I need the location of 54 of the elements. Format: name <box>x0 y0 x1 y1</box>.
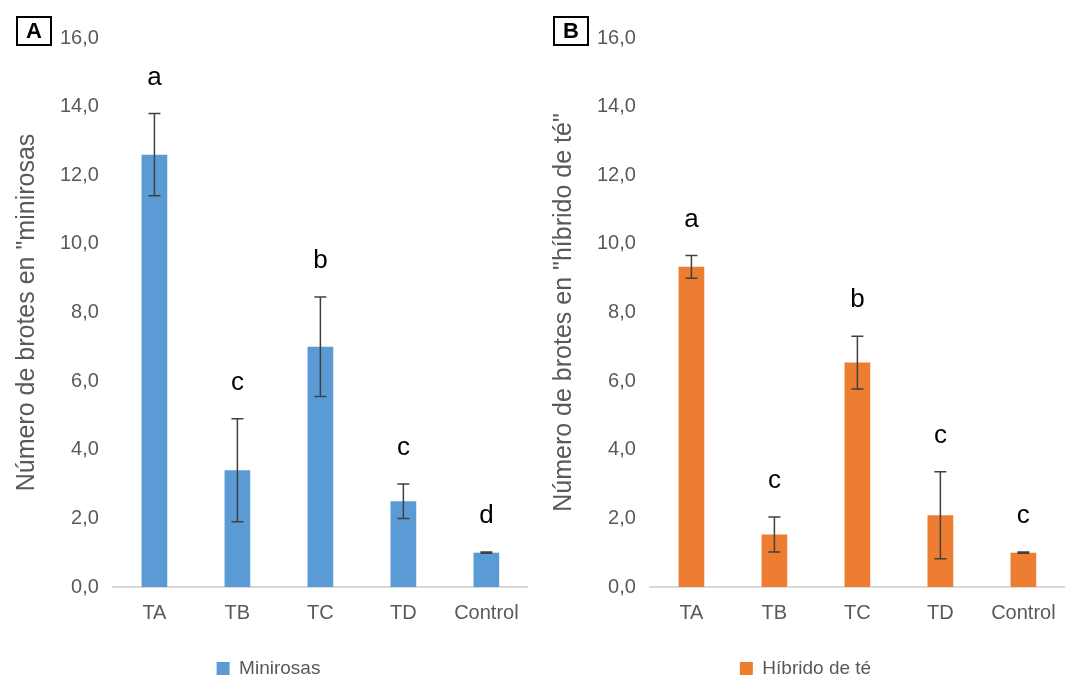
x-tick-label: TD <box>927 600 954 623</box>
y-axis-title: Número de brotes en "híbrido de té" <box>547 113 576 512</box>
chart-title: A <box>16 16 52 46</box>
y-tick-label: 2,0 <box>71 505 99 528</box>
x-tick-label: TC <box>307 600 334 623</box>
annotation: c <box>933 418 947 449</box>
x-tick-label: Control <box>991 600 1056 623</box>
x-tick-label: TA <box>679 600 705 623</box>
annotation: c <box>1016 499 1030 530</box>
x-tick-label: TC <box>844 600 871 623</box>
bar <box>307 346 334 587</box>
y-tick-label: 8,0 <box>608 300 636 323</box>
y-tick-label: 0,0 <box>71 574 99 597</box>
annotation: d <box>479 499 494 530</box>
annotation: a <box>147 60 163 91</box>
bar <box>1010 552 1037 587</box>
y-tick-label: 14,0 <box>59 94 99 117</box>
bar <box>224 470 251 587</box>
legend-label: Minirosas <box>239 656 321 678</box>
y-tick-label: 8,0 <box>71 300 99 323</box>
y-tick-label: 10,0 <box>596 231 636 254</box>
x-tick-label: TB <box>224 600 251 623</box>
bar <box>390 501 417 587</box>
x-tick-label: TA <box>142 600 168 623</box>
annotation: c <box>230 366 244 397</box>
y-tick-label: 2,0 <box>608 505 636 528</box>
y-tick-label: 16,0 <box>59 25 99 48</box>
y-tick-label: 4,0 <box>608 437 636 460</box>
y-tick-label: 12,0 <box>59 162 99 185</box>
annotation: a <box>684 202 700 233</box>
x-tick-label: TD <box>390 600 417 623</box>
bar <box>844 362 871 587</box>
x-tick-label: Control <box>454 600 519 623</box>
y-tick-label: 6,0 <box>71 368 99 391</box>
annotation: c <box>396 431 410 462</box>
y-tick-label: 6,0 <box>608 368 636 391</box>
bar <box>473 552 500 587</box>
bar <box>927 515 954 587</box>
bar <box>761 534 788 587</box>
x-tick-label: TB <box>761 600 788 623</box>
y-tick-label: 14,0 <box>596 94 636 117</box>
annotation: b <box>313 244 328 275</box>
legend-label: Híbrido de té <box>762 656 872 678</box>
y-tick-label: 16,0 <box>596 25 636 48</box>
annotation: c <box>767 464 781 495</box>
annotation: b <box>850 283 865 314</box>
bar <box>141 154 168 587</box>
chart-title: B <box>553 16 589 46</box>
y-axis-title: Número de brotes en "minirosas <box>10 133 39 492</box>
y-tick-label: 0,0 <box>608 574 636 597</box>
y-tick-label: 10,0 <box>59 231 99 254</box>
y-tick-label: 4,0 <box>71 437 99 460</box>
bar <box>678 266 705 587</box>
y-tick-label: 12,0 <box>596 162 636 185</box>
